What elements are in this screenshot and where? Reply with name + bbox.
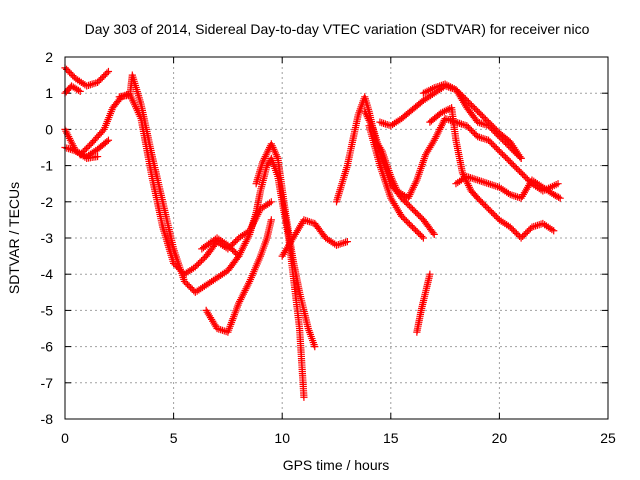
data-point bbox=[267, 216, 275, 224]
series-track-q bbox=[452, 172, 564, 202]
data-point bbox=[430, 230, 438, 238]
x-tick-label: 20 bbox=[492, 430, 508, 446]
series-track-r bbox=[413, 270, 434, 336]
series-track-o bbox=[419, 80, 525, 162]
data-point bbox=[550, 227, 558, 235]
data-point bbox=[267, 198, 275, 206]
y-tick-label: -6 bbox=[41, 339, 54, 355]
series-track-d bbox=[61, 136, 113, 161]
series-track-e bbox=[76, 71, 243, 296]
data-point bbox=[311, 343, 319, 351]
series-track-g bbox=[202, 216, 275, 336]
y-axis-label: SDTVAR / TECUs bbox=[6, 182, 22, 294]
y-tick-label: -8 bbox=[41, 411, 54, 427]
data-point bbox=[426, 270, 434, 278]
data-point bbox=[556, 194, 564, 202]
grid bbox=[65, 57, 608, 419]
x-tick-label: 0 bbox=[61, 430, 69, 446]
series-track-m bbox=[365, 122, 427, 242]
y-tick-label: 1 bbox=[45, 85, 53, 101]
y-tick-label: -4 bbox=[41, 266, 54, 282]
y-tick-label: -1 bbox=[41, 158, 54, 174]
y-tick-label: 2 bbox=[45, 49, 53, 65]
data-point bbox=[76, 87, 84, 95]
chart-title: Day 303 of 2014, Sidereal Day-to-day VTE… bbox=[85, 21, 590, 37]
series-track-f bbox=[115, 91, 275, 278]
plot-frame bbox=[64, 56, 609, 420]
y-tick-label: -5 bbox=[41, 302, 54, 318]
data-marks bbox=[61, 64, 564, 401]
series-track-p bbox=[426, 104, 558, 242]
y-tick-label: -3 bbox=[41, 230, 54, 246]
data-point bbox=[93, 152, 102, 161]
axis-ticks: 0 5 10 15 20 25 -8 -7 -6 -5 -4 -3 -2 -1 0 1 2 bbox=[41, 49, 616, 446]
series-track-j bbox=[278, 216, 351, 260]
data-point bbox=[517, 154, 525, 162]
x-tick-label: 10 bbox=[274, 430, 290, 446]
data-point bbox=[300, 393, 308, 401]
y-tick-label: 0 bbox=[45, 121, 53, 137]
data-point bbox=[104, 136, 113, 144]
data-point bbox=[554, 180, 562, 188]
series-track-b bbox=[61, 82, 84, 97]
series-track-a bbox=[61, 64, 113, 90]
x-tick-label: 15 bbox=[383, 430, 399, 446]
data-point bbox=[343, 238, 351, 246]
data-point bbox=[104, 67, 113, 76]
x-tick-label: 25 bbox=[600, 430, 616, 446]
x-axis-label: GPS time / hours bbox=[283, 457, 390, 473]
x-tick-label: 5 bbox=[170, 430, 178, 446]
y-tick-label: -2 bbox=[41, 194, 54, 210]
y-tick-label: -7 bbox=[41, 375, 54, 391]
data-point bbox=[419, 234, 427, 242]
